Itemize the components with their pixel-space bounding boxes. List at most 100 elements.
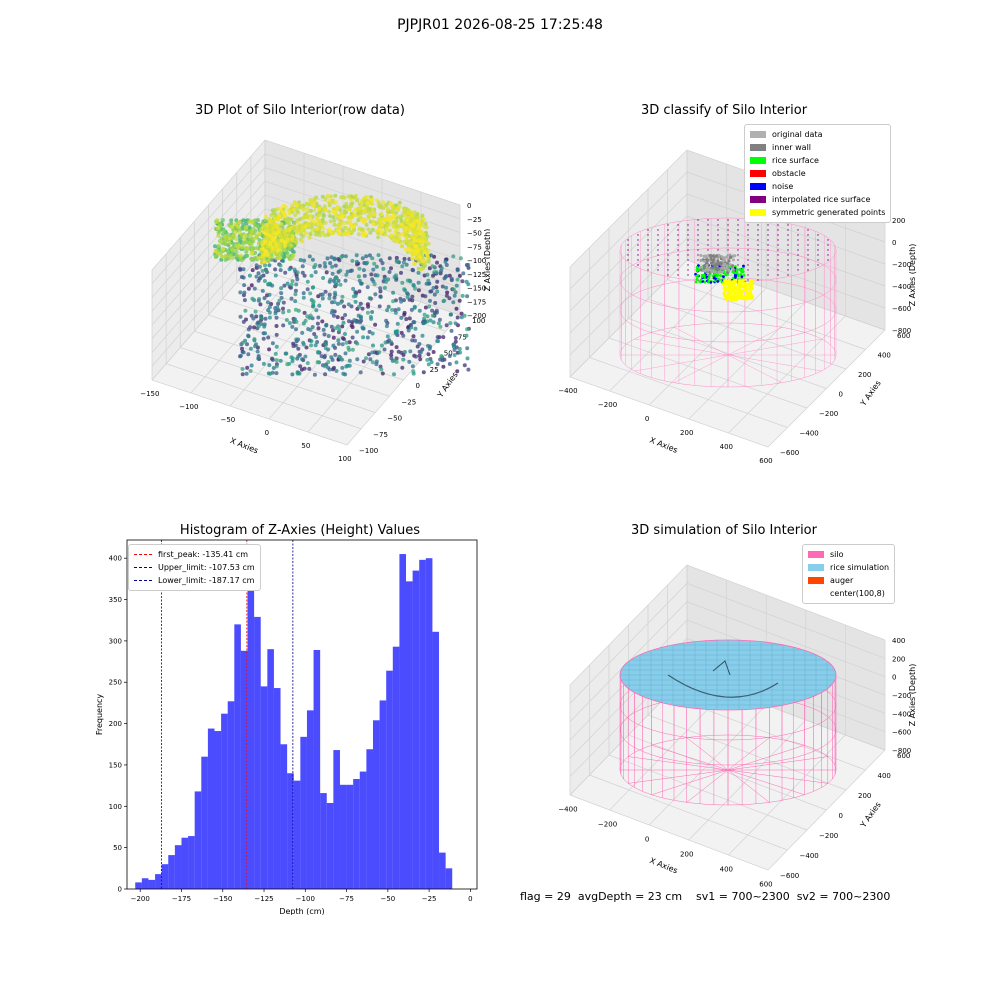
data-point [281, 310, 286, 315]
gridline [628, 318, 827, 389]
data-point [240, 346, 244, 351]
wall-point [717, 253, 721, 257]
data-point [323, 207, 328, 212]
data-point [444, 263, 449, 267]
data-point [323, 364, 328, 369]
symmetric-point [727, 278, 731, 282]
data-point [411, 268, 416, 273]
interpolated-point [707, 244, 709, 246]
interpolated-point [747, 269, 749, 271]
data-point [308, 214, 313, 219]
classified-point [718, 274, 722, 277]
interpolated-point [677, 259, 679, 261]
data-point [223, 258, 228, 262]
data-point [230, 224, 235, 229]
data-point [219, 240, 223, 244]
data-point [464, 333, 469, 338]
z-tick-label: −100 [467, 257, 486, 265]
panel4-legend: silo rice simulation auger center(100,8) [802, 544, 896, 604]
wall-point [709, 269, 713, 273]
data-point [389, 353, 394, 357]
classified-point [695, 265, 699, 269]
y-axis-label: Frequency [95, 694, 104, 736]
symmetric-point [731, 283, 735, 287]
data-point [381, 200, 386, 205]
legend-label: noise [772, 182, 794, 191]
data-point [328, 194, 333, 199]
data-point [339, 255, 344, 259]
x-tick-label: 50 [301, 442, 310, 450]
data-point [285, 281, 290, 286]
data-point [355, 357, 360, 362]
data-point [273, 241, 278, 246]
legend-label: interpolated rice surface [772, 195, 871, 204]
interpolated-point [677, 239, 679, 241]
data-point [275, 305, 280, 310]
data-point [457, 298, 462, 303]
data-point [262, 279, 267, 283]
interpolated-point [827, 254, 829, 256]
interpolated-point [797, 249, 799, 251]
interpolated-point [667, 264, 669, 266]
data-point [274, 332, 279, 337]
data-point [281, 259, 286, 263]
wall-point [707, 268, 711, 272]
data-point [428, 298, 432, 303]
interpolated-point [677, 234, 679, 236]
data-point [331, 313, 336, 318]
data-point [238, 257, 243, 262]
data-point [260, 243, 265, 248]
data-point [315, 216, 320, 221]
data-point [312, 372, 317, 377]
data-point [233, 230, 238, 234]
data-point [245, 365, 250, 370]
x-tick-label: 400 [720, 443, 733, 451]
data-point [276, 301, 281, 306]
wall-point [728, 263, 732, 267]
data-point [274, 358, 279, 363]
data-point [326, 194, 330, 199]
interpolated-point [777, 249, 779, 251]
data-point [274, 231, 279, 236]
data-point [323, 289, 328, 294]
x-tick-label: 600 [759, 457, 772, 465]
legend-swatch [808, 564, 824, 571]
data-point [320, 194, 325, 199]
y-tick-label: 25 [430, 366, 439, 374]
data-point [320, 296, 325, 301]
data-point [340, 228, 345, 233]
classified-point [732, 271, 736, 275]
data-point [303, 224, 308, 229]
data-point [281, 300, 286, 305]
legend-label: rice surface [772, 156, 819, 165]
data-point [243, 308, 248, 313]
interpolated-point [657, 229, 659, 231]
interpolated-point [697, 259, 699, 261]
data-point [315, 340, 320, 344]
data-point [294, 274, 299, 279]
histogram-bar [267, 649, 274, 889]
data-point [427, 304, 432, 309]
data-point [222, 240, 227, 245]
interpolated-point [707, 274, 709, 276]
data-point [414, 256, 419, 261]
data-point [361, 359, 366, 364]
interpolated-point [767, 249, 769, 251]
interpolated-point [637, 244, 639, 246]
interpolated-point [647, 249, 649, 251]
interpolated-point [627, 254, 629, 256]
data-point [238, 290, 243, 295]
data-point [436, 339, 441, 344]
data-point [422, 217, 426, 222]
classified-point [707, 276, 710, 280]
data-point [299, 225, 304, 230]
legend-line [134, 567, 152, 568]
interpolated-point [657, 239, 659, 241]
data-point [417, 254, 422, 259]
gridline [569, 193, 886, 312]
data-point [305, 279, 310, 284]
data-point [345, 363, 350, 368]
interpolated-point [737, 249, 739, 251]
data-point [414, 232, 419, 237]
interpolated-point [777, 254, 779, 256]
